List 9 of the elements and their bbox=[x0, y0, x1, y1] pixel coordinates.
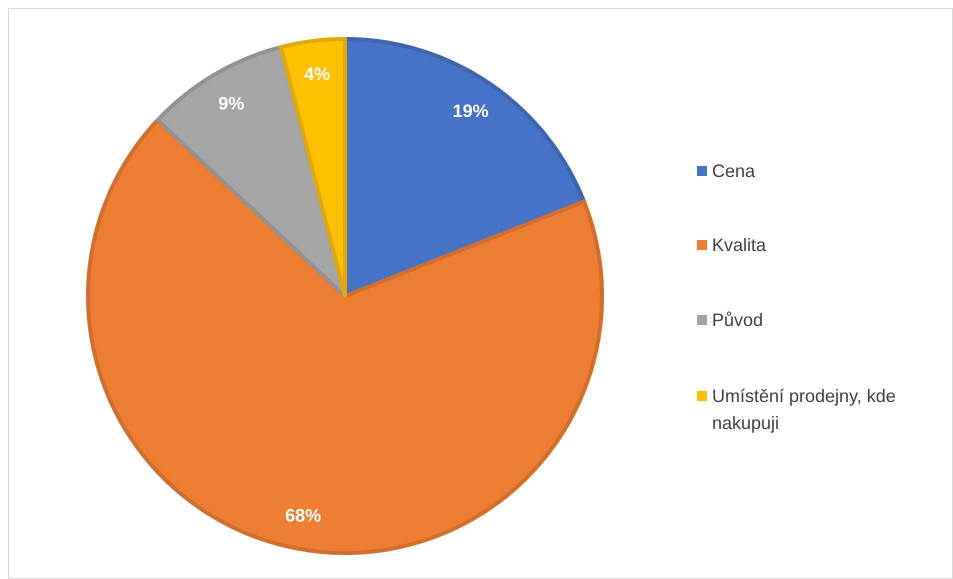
data-label: 68% bbox=[285, 506, 322, 526]
pie-slice bbox=[86, 118, 604, 555]
data-label: 4% bbox=[304, 64, 330, 84]
data-label: 19% bbox=[452, 101, 489, 122]
legend-label: Původ bbox=[712, 310, 764, 330]
legend-label: Umístění prodejny, kde nakupuji bbox=[712, 386, 896, 433]
legend-label: Cena bbox=[712, 161, 756, 181]
data-label: 9% bbox=[218, 94, 244, 114]
legend-label: Kvalita bbox=[712, 235, 768, 255]
